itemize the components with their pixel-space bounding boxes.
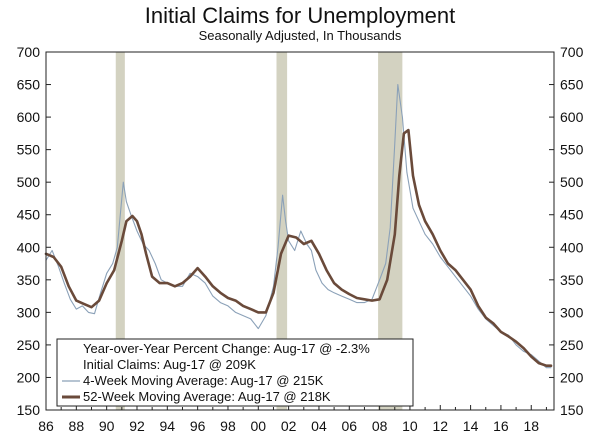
x-tick-label: 86	[38, 418, 54, 434]
recession-band-1	[276, 52, 288, 410]
left-y-tick-label: 350	[17, 272, 41, 288]
left-y-tick-label: 300	[17, 304, 41, 320]
x-tick-label: 90	[99, 418, 115, 434]
legend-label-initial-claims: Initial Claims: Aug-17 @ 209K	[83, 357, 256, 372]
legend-label-4-week: 4-Week Moving Average: Aug-17 @ 215K	[83, 373, 324, 388]
right-y-tick-label: 450	[560, 207, 584, 223]
x-tick-label: 96	[190, 418, 206, 434]
left-y-tick-label: 700	[17, 44, 41, 60]
left-y-tick-label: 450	[17, 207, 41, 223]
left-y-tick-label: 200	[17, 369, 41, 385]
x-tick-label: 00	[251, 418, 267, 434]
x-tick-label: 16	[493, 418, 509, 434]
legend-label-52-week: 52-Week Moving Average: Aug-17 @ 218K	[83, 389, 331, 404]
right-y-tick-label: 250	[560, 337, 584, 353]
left-y-tick-label: 250	[17, 337, 41, 353]
x-tick-label: 88	[69, 418, 85, 434]
x-tick-label: 98	[220, 418, 236, 434]
chart-subtitle: Seasonally Adjusted, In Thousands	[199, 28, 402, 43]
left-y-tick-label: 500	[17, 174, 41, 190]
left-y-tick-label: 150	[17, 402, 41, 418]
legend-header: Year-over-Year Percent Change: Aug-17 @ …	[83, 341, 370, 356]
right-y-tick-label: 150	[560, 402, 584, 418]
left-y-tick-label: 550	[17, 142, 41, 158]
series-lines	[44, 83, 553, 369]
right-y-tick-label: 700	[560, 44, 584, 60]
right-y-tick-label: 600	[560, 109, 584, 125]
series-line-52-week-moving-average	[44, 128, 553, 368]
right-y-tick-label: 350	[560, 272, 584, 288]
chart-title: Initial Claims for Unemployment	[145, 3, 456, 28]
right-y-tick-label: 500	[560, 174, 584, 190]
x-tick-label: 12	[432, 418, 448, 434]
left-y-tick-label: 600	[17, 109, 41, 125]
right-y-tick-label: 200	[560, 369, 584, 385]
right-y-tick-label: 400	[560, 239, 584, 255]
x-axis: 86 88 90 92 94 96 98 00 02 04 06 08 10 12 14 16 18	[38, 405, 547, 434]
recession-band-0	[115, 52, 125, 410]
series-line-4-week-moving-average	[45, 83, 552, 369]
left-y-tick-label: 650	[17, 77, 41, 93]
legend: Year-over-Year Percent Change: Aug-17 @ …	[56, 338, 414, 407]
x-tick-label: 02	[281, 418, 297, 434]
right-y-tick-label: 300	[560, 304, 584, 320]
x-tick-label: 04	[311, 418, 327, 434]
right-y-tick-label: 650	[560, 77, 584, 93]
x-tick-label: 14	[463, 418, 479, 434]
legend-box	[56, 338, 414, 407]
right-y-axis: 150 200 250 300 350 400 450 500 550 600 650 700	[549, 44, 584, 418]
x-tick-label: 06	[341, 418, 357, 434]
x-tick-label: 92	[129, 418, 145, 434]
x-tick-label: 94	[160, 418, 176, 434]
left-y-axis: 150 200 250 300 350 400 450 500 550 600 650 700	[17, 44, 51, 418]
x-tick-label: 10	[402, 418, 418, 434]
left-y-tick-label: 400	[17, 239, 41, 255]
plot-frame	[45, 51, 555, 411]
x-tick-label: 08	[372, 418, 388, 434]
x-tick-label: 18	[523, 418, 539, 434]
right-y-tick-label: 550	[560, 142, 584, 158]
